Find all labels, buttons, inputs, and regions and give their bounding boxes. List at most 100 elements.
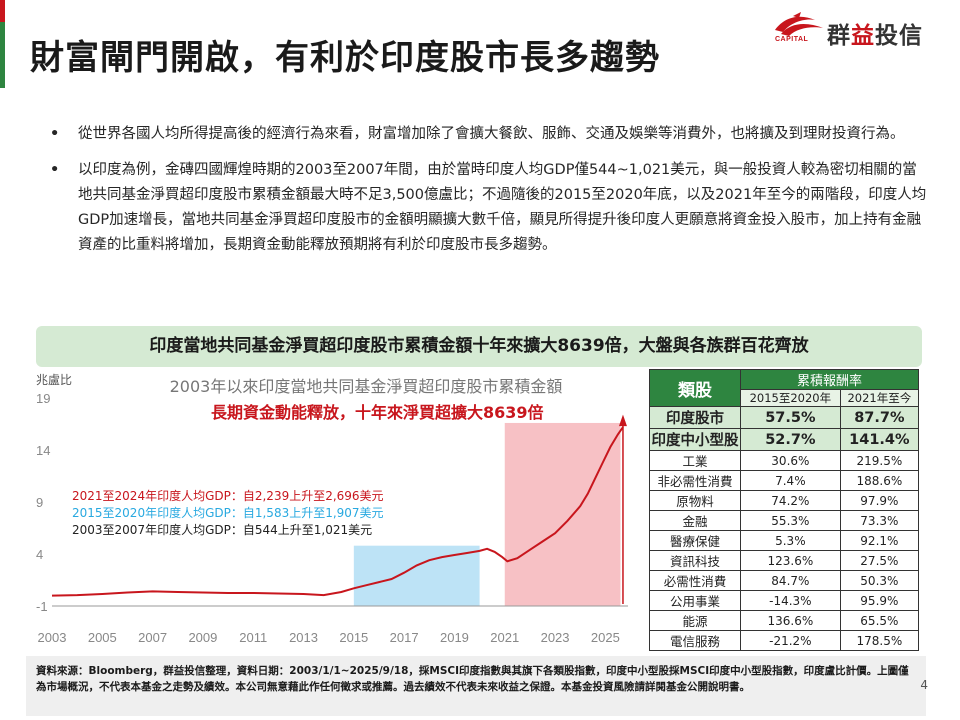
x-tick-label: 2023 [541,630,570,645]
table-cell-return: -14.3% [740,590,841,612]
chart-title: 2003年以來印度當地共同基金淨買超印度股市累積金額 [170,377,563,396]
y-tick-label: -1 [36,599,48,614]
table-cell-return: 136.6% [740,610,841,632]
table-cell-return: -21.2% [740,630,841,652]
table-cell-return: 30.6% [740,450,841,472]
table-cell-sector: 電信服務 [649,630,741,652]
chart-callout: 長期資金動能釋放，十年來淨買超擴大8639倍 [211,403,544,422]
x-tick-label: 2025 [591,630,620,645]
logo-name: 群益投信 [827,23,923,49]
table-row: 印度股市 57.5% 87.7% [649,406,920,430]
chart-annotation: 2015至2020年印度人均GDP：自1,583上升至1,907美元 [72,505,384,520]
table-row: 非必需性消費 7.4% 188.6% [649,470,920,492]
table-cell-return: 84.7% [740,570,841,592]
table-header-period1: 2015至2020年 [740,388,841,408]
table-row: 印度中小型股 52.7% 141.4% [649,428,920,452]
table-cell-sector: 醫療保健 [649,530,741,552]
table-cell-return: 57.5% [740,406,841,430]
y-tick-label: 9 [36,495,43,510]
table-cell-return: 87.7% [839,406,920,430]
table-cell-sector: 非必需性消費 [649,470,741,492]
x-tick-label: 2013 [289,630,318,645]
table-cell-return: 65.5% [839,610,920,632]
table-row: 必需性消費 84.7% 50.3% [649,570,920,592]
highlight-period [504,422,621,606]
table-cell-return: 188.6% [839,470,920,492]
table-cell-return: 141.4% [839,428,920,452]
table-row: 工業 30.6% 219.5% [649,450,920,472]
table-cell-return: 95.9% [839,590,920,612]
x-tick-label: 2007 [138,630,167,645]
bullet-text: 以印度為例，金磚四國輝煌時期的2003至2007年間，由於當時印度人均GDP僅5… [78,162,927,253]
table-cell-sector: 印度中小型股 [649,428,741,452]
bullet-item: • 以印度為例，金磚四國輝煌時期的2003至2007年間，由於當時印度人均GDP… [48,158,928,258]
y-tick-label: 19 [36,391,50,406]
y-tick-label: 4 [36,547,43,562]
series-line [51,426,624,597]
y-axis-label: 兆盧比 [36,373,72,387]
table-cell-sector: 印度股市 [649,406,741,430]
x-tick-label: 2021 [490,630,519,645]
accent-bar-top [0,0,5,22]
x-tick-label: 2015 [339,630,368,645]
table-row: 電信服務 -21.2% 178.5% [649,630,920,652]
table-row: 原物料 74.2% 97.9% [649,490,920,512]
bullet-dot: • [50,162,60,178]
table-cell-return: 27.5% [839,550,920,572]
x-tick-label: 2003 [38,630,67,645]
arrow-head-icon [618,414,627,427]
chart-svg: 19 14 9 4 -1 2003 2005 2007 2009 2011 2013 2015 2017… [36,373,628,645]
accent-bar [0,0,5,88]
table-header-returns: 累積報酬率 [740,369,919,390]
table-row: 金融 55.3% 73.3% [649,510,920,532]
table-cell-sector: 能源 [649,610,741,632]
page-number: 4 [920,678,928,692]
line-chart: 19 14 9 4 -1 2003 2005 2007 2009 2011 2013 2015 2017… [30,368,650,650]
returns-table: 類股 累積報酬率 2015至2020年 2021年至今 印度股市 57.5% 87.… [649,368,920,652]
bullet-item: • 從世界各國人均所得提高後的經濟行為來看，財富增加除了會擴大餐飲、服飾、交通及… [48,122,928,147]
table-cell-sector: 資訊科技 [649,550,741,572]
table-cell-return: 52.7% [740,428,841,452]
table-cell-sector: 金融 [649,510,741,532]
table-row: 醫療保健 5.3% 92.1% [649,530,920,552]
logo-flag-icon: CAPITAL [771,12,829,48]
table-cell-return: 7.4% [740,470,841,492]
logo-capital-text: CAPITAL [775,36,809,43]
table-cell-return: 73.3% [839,510,920,532]
table-cell-return: 92.1% [839,530,920,552]
table-cell-sector: 公用事業 [649,590,741,612]
table-cell-return: 178.5% [839,630,920,652]
bullet-list: • 從世界各國人均所得提高後的經濟行為來看，財富增加除了會擴大餐飲、服飾、交通及… [48,122,928,269]
table-cell-return: 50.3% [839,570,920,592]
slide-title: 財富閘門開啟，有利於印度股市長多趨勢 [30,38,660,78]
table-cell-return: 55.3% [740,510,841,532]
table-row: 資訊科技 123.6% 27.5% [649,550,920,572]
table-cell-sector: 工業 [649,450,741,472]
x-tick-label: 2009 [188,630,217,645]
table-header-sector: 類股 [649,368,741,408]
chart-annotation: 2003至2007年印度人均GDP：自544上升至1,021美元 [72,522,372,537]
highlight-period [353,545,480,606]
table-cell-return: 74.2% [740,490,841,512]
table-cell-return: 219.5% [839,450,920,472]
table-header-period2: 2021年至今 [839,388,920,408]
bullet-dot: • [50,126,60,142]
company-logo: CAPITAL 群益投信 [771,12,946,52]
chart-banner: 印度當地共同基金淨買超印度股市累積金額十年來擴大8639倍，大盤與各族群百花齊放 [36,326,922,367]
bullet-text: 從世界各國人均所得提高後的經濟行為來看，財富增加除了會擴大餐飲、服飾、交通及娛樂… [78,126,905,142]
table-row: 公用事業 -14.3% 95.9% [649,590,920,612]
table-cell-sector: 原物料 [649,490,741,512]
x-tick-label: 2011 [239,630,267,645]
chart-annotation: 2021至2024年印度人均GDP：自2,239上升至2,696美元 [72,488,384,503]
x-tick-label: 2005 [88,630,117,645]
table-row: 能源 136.6% 65.5% [649,610,920,632]
table-body: 印度股市 57.5% 87.7% 印度中小型股 52.7% 141.4% 工業 30.6% 21… [649,406,920,652]
table-cell-return: 5.3% [740,530,841,552]
disclaimer-footer: 資料來源：Bloomberg，群益投信整理，資料日期：2003/1/1~2025… [26,656,926,716]
x-tick-label: 2017 [390,630,419,645]
x-tick-label: 2019 [440,630,469,645]
table-cell-sector: 必需性消費 [649,570,741,592]
table-cell-return: 123.6% [740,550,841,572]
table-cell-return: 97.9% [839,490,920,512]
y-tick-label: 14 [36,443,50,458]
